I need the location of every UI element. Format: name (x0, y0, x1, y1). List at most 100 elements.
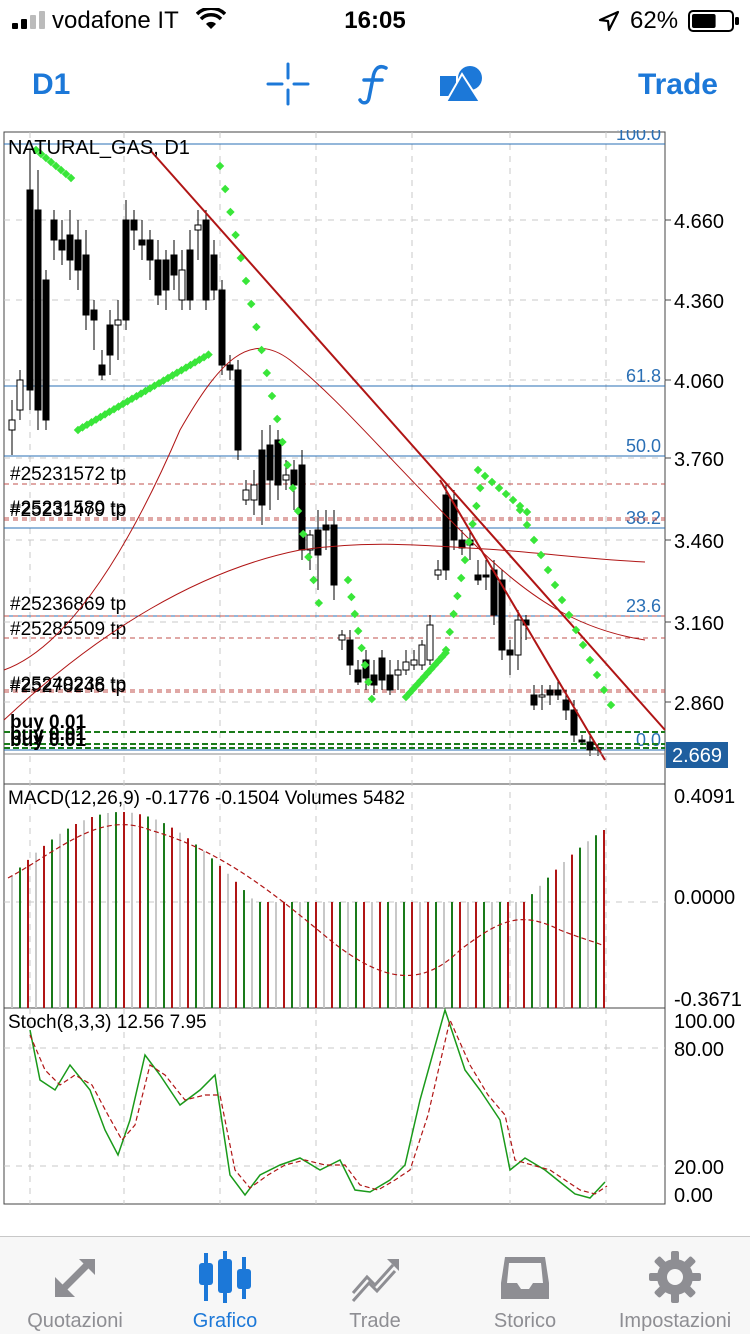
sar-dot (456, 573, 466, 583)
wifi-icon (196, 8, 226, 29)
order-label: buy 0.01 (10, 724, 86, 745)
price-axis-label: 4.660 (674, 211, 724, 233)
crosshair-icon[interactable] (266, 62, 310, 106)
trendline-upper (149, 149, 666, 731)
stoch-axis-label: 80.00 (674, 1039, 724, 1061)
sar-dot (41, 153, 51, 163)
candle-body (226, 364, 234, 371)
price-axis-label: 4.060 (674, 371, 724, 393)
candle-body (74, 239, 82, 271)
macd-label: MACD(12,26,9) -0.1776 -0.1504 Volumes 54… (8, 788, 405, 809)
objects-icon[interactable] (438, 62, 484, 106)
macd-signal-line (7, 824, 603, 976)
stoch-pane-frame (3, 1007, 666, 1205)
sar-dot (557, 595, 567, 605)
candle-body (370, 674, 378, 686)
tab-chart[interactable]: Grafico (150, 1237, 300, 1334)
order-label: #25231479 tp (10, 500, 126, 521)
sar-dot (592, 670, 602, 680)
sar-dot (278, 437, 287, 447)
candle-body (354, 669, 362, 683)
candle-body (506, 649, 514, 656)
trade-button[interactable]: Trade (637, 68, 718, 101)
sar-dot (215, 161, 225, 171)
sar-dot (267, 391, 277, 401)
fib-level-label: 100.0 (616, 130, 661, 144)
candle-body (98, 364, 106, 376)
cellular-signal-icon (12, 11, 45, 29)
candle-body (274, 439, 282, 486)
sar-dot (480, 471, 490, 481)
date-axis-label: 12 Dec 2018 (226, 1208, 334, 1210)
candle-body (66, 234, 74, 261)
candle-body (90, 309, 98, 321)
sar-dot (606, 700, 616, 710)
sar-dot (220, 184, 230, 194)
date-axis-label: 6 Feb 2019 (612, 1208, 708, 1210)
stoch-axis-label: 100.00 (674, 1011, 735, 1033)
tab-trade[interactable]: Trade (300, 1237, 450, 1334)
sar-dot (445, 627, 455, 637)
current-price-tag (666, 742, 728, 768)
sar-dot (453, 591, 462, 601)
sar-dot (357, 643, 366, 653)
tab-settings[interactable]: Impostazioni (600, 1237, 750, 1334)
candle-body (306, 534, 314, 551)
sar-dot (236, 253, 246, 263)
price-chart[interactable]: 4.660 4.360 4.060 3.760 3.460 3.160 2.860 100.0… (0, 124, 750, 1229)
sar-dot (204, 350, 213, 359)
sar-dot (51, 161, 61, 171)
order-label: buy 0.01 (10, 730, 86, 751)
candle-body (250, 484, 258, 501)
price-axis-label: 3.160 (674, 613, 724, 635)
candle-body (258, 449, 266, 506)
order-label: #25231572 tp (10, 464, 126, 485)
candle-body (442, 494, 450, 571)
sar-dot (468, 519, 477, 529)
indicators-icon[interactable] (354, 62, 394, 106)
timeframe-button[interactable]: D1 (32, 68, 71, 101)
candle-body (578, 739, 586, 743)
date-axis-label: 9 Jan 2019 (420, 1208, 514, 1210)
fib-level-label: 61.8 (626, 366, 661, 386)
macd-pane-frame (3, 783, 666, 1009)
sar-dot (472, 501, 481, 511)
candle-body (386, 674, 394, 691)
fib-level-label: 50.0 (626, 436, 661, 456)
sar-dot (231, 230, 240, 240)
order-label: #25236869 tp (10, 594, 126, 615)
candle-body (290, 469, 298, 486)
moving-average-fast (3, 348, 646, 671)
candle-body (450, 499, 458, 541)
candle-body (42, 279, 50, 421)
candle-body (418, 644, 426, 666)
candle-body (146, 239, 154, 261)
sar-dot (314, 598, 324, 608)
price-axis-label: 3.460 (674, 531, 724, 553)
tab-history[interactable]: Storico (450, 1237, 600, 1334)
sar-dot (487, 477, 497, 487)
candle-body (338, 634, 346, 641)
candle-body (234, 369, 242, 451)
sar-dot (360, 660, 370, 670)
stoch-axis-label: 0.00 (674, 1185, 713, 1207)
sar-dot (309, 575, 318, 585)
candle-body (322, 524, 330, 531)
candle-body (394, 669, 402, 676)
sar-dot (522, 507, 532, 517)
candle-body (138, 239, 146, 246)
sar-dot (599, 685, 609, 695)
sar-dot (536, 550, 546, 560)
sar-dot (272, 414, 282, 424)
candle-body (130, 219, 138, 231)
sar-dot (543, 565, 553, 575)
sar-dot (31, 145, 41, 155)
sar-dot (343, 575, 353, 585)
candle-body (162, 259, 170, 291)
carrier-name: vodafone IT (52, 7, 179, 34)
order-label: #25231580 tp (10, 498, 126, 519)
settings-icon (649, 1251, 701, 1303)
candle-body (282, 474, 290, 481)
tab-quotes[interactable]: Quotazioni (0, 1237, 150, 1334)
trendline-lower (439, 479, 606, 761)
